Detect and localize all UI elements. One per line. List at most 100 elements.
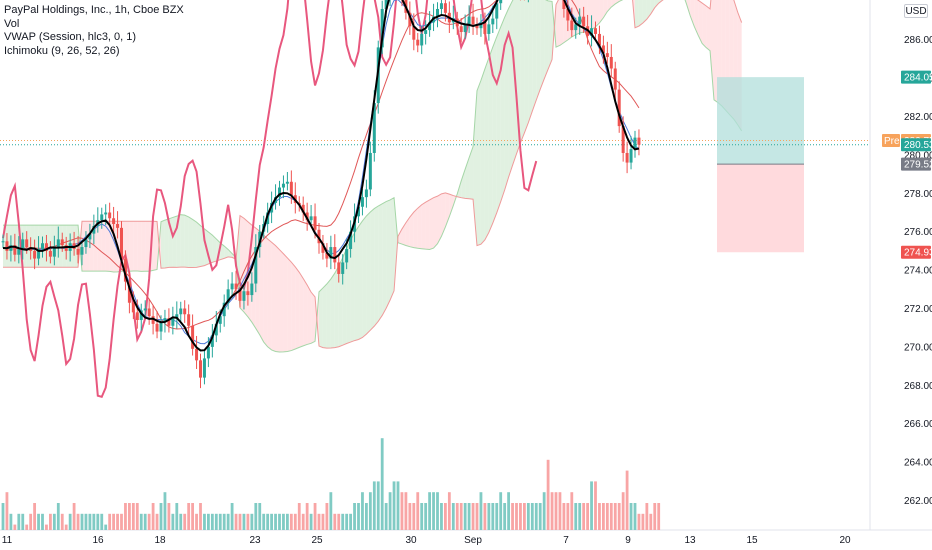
candle-body [357,206,360,217]
ichimoku-cloud-segment [46,225,51,268]
volume-bar [297,503,301,530]
candle-body [41,243,44,249]
price-tag-last [901,138,931,152]
candle-body [60,239,64,246]
volume-bar [171,513,175,530]
chart-legend: PayPal Holdings, Inc., 1h, Cboe BZX Vol … [4,4,184,58]
volume-bar [353,503,356,530]
volume-bar [234,513,238,530]
candle-body [590,28,594,36]
price-tag-label-last: 280.53 [904,140,932,151]
y-tick-label: 262.00 [904,496,932,507]
ichimoku-cloud-segment [646,0,651,20]
ichimoku-cloud-segment [279,249,284,353]
volume-bar [33,503,36,530]
ichimoku-cloud-segment [322,283,327,349]
volume-bar [76,513,80,530]
y-tick-label: 278.00 [904,189,932,200]
volume-bar [72,503,76,530]
volume-bar [84,513,88,530]
volume-bar [9,513,13,530]
ichimoku-cloud-segment [267,239,272,350]
candle-body [562,0,566,9]
ichimoku-cloud-segment [283,253,288,352]
candle-body [313,216,317,230]
candle-body [637,137,641,145]
candle-body [37,248,41,259]
currency-badge[interactable]: USD [904,4,928,18]
ichimoku-cloud-segment [654,0,659,8]
ichimoku-cloud-segment [145,221,150,272]
volume-bar [412,503,416,530]
ichimoku-cloud-segment [58,225,63,268]
ichimoku-cloud-segment [228,249,233,258]
volume-bar [617,503,621,530]
ichimoku-cloud-segment [540,0,545,90]
volume-bar [230,503,234,530]
ichimoku-cloud-segment [6,225,11,268]
candle-body [52,247,56,257]
candle-body [21,239,25,249]
ichimoku-cloud-segment [129,221,134,272]
candle-body [329,247,333,259]
ichimoku-cloud-segment [528,0,533,123]
volume-bar [1,503,5,530]
volume-bar [270,513,273,530]
ichimoku-cloud-segment [34,225,39,268]
candle-body [187,314,191,326]
ichimoku-cloud-segment [650,0,655,14]
volume-bar [444,503,447,530]
volume-bar [657,503,661,530]
volume-bar [210,513,214,530]
y-tick-label: 272.00 [904,304,932,315]
candle-body [222,302,226,317]
volume-bar [641,513,645,530]
volume-bar [436,492,439,530]
candle-body [416,39,420,46]
candle-body [88,233,92,240]
candle-body [171,318,175,326]
volume-bar [526,503,530,530]
volume-bar [384,503,388,530]
candle-body [428,22,432,31]
candle-body [408,12,412,27]
candle-body [499,0,503,4]
candle-body [195,348,199,361]
x-tick-label: 11 [2,535,13,546]
candle-body [5,241,9,251]
candle-body [467,16,471,25]
volume-bar [88,513,92,530]
ichimoku-cloud-segment [449,194,454,217]
candle-body [364,189,368,198]
candle-body [206,346,210,359]
ichimoku-cloud-segment [50,225,55,268]
volume-bar [365,503,368,530]
candle-body [475,24,479,29]
ichimoku-cloud-segment [409,212,414,248]
volume-bar [246,513,250,530]
candle-body [281,183,285,188]
ichimoku-cloud-segment [370,208,375,331]
candle-body [349,231,353,249]
x-tick-label: 7 [563,535,569,546]
x-tick-label: 30 [405,535,417,546]
volume-bar [574,503,578,530]
x-tick-label: 18 [154,535,166,546]
volume-bar [128,503,131,530]
ichimoku-cloud-segment [319,287,323,348]
volume-bar [609,503,613,530]
candle-body [214,323,218,336]
volume-bar [649,513,653,530]
candle-body [135,312,139,321]
candle-body [360,197,364,207]
y-tick-label: 274.00 [904,266,932,277]
candle-body [443,3,447,13]
candle-body [1,241,5,243]
volume-bar [530,503,534,530]
position-profit-zone [717,77,804,165]
price-tag-label-entry: 279.52 [904,160,932,171]
volume-bar [361,492,364,530]
ichimoku-cloud-segment [346,240,351,344]
volume-bar [80,513,84,530]
